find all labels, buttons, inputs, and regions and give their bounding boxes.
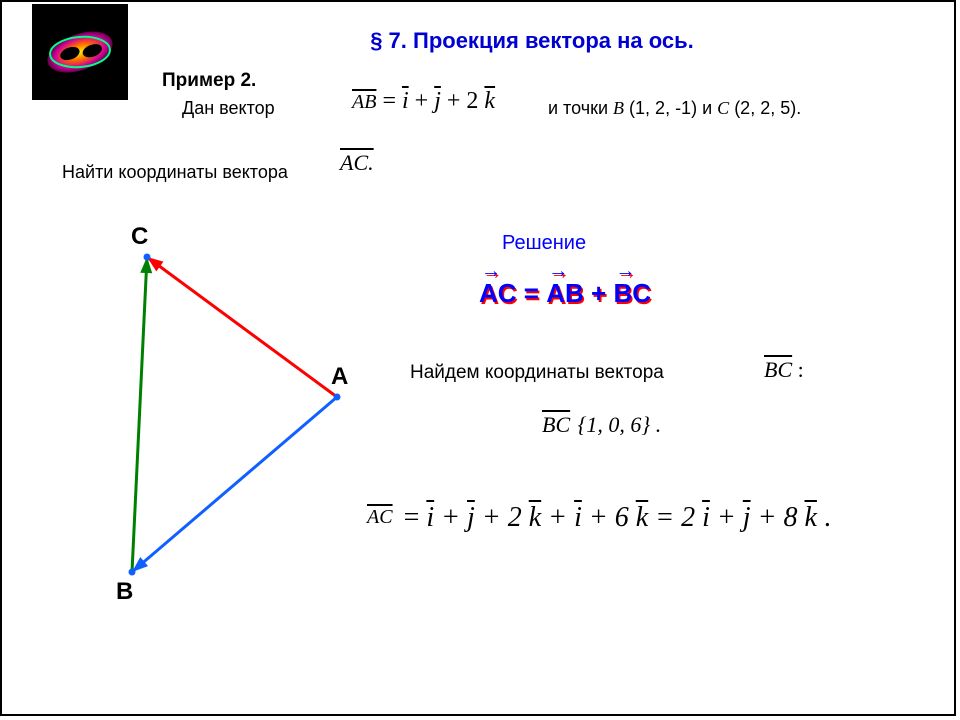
logo — [32, 4, 128, 100]
point-label-a: А — [331, 363, 348, 391]
find-coords-text: Найдем координаты вектора — [410, 362, 664, 384]
task-text: Найти координаты вектора — [62, 162, 288, 183]
diagram-svg — [92, 222, 372, 592]
ab-lhs: AB — [352, 91, 376, 113]
point-label-c: С — [131, 223, 148, 251]
vector-diagram: А В С — [92, 222, 372, 592]
task-vec-ac: AC. — [340, 150, 374, 176]
find-coords-vec: BC : — [764, 357, 804, 383]
page-title: § 7. Проекция вектора на ось. — [152, 28, 912, 54]
example-label: Пример 2. — [162, 70, 256, 92]
solution-header: Решение — [502, 232, 586, 255]
slide: § 7. Проекция вектора на ось. Пример 2. … — [0, 0, 956, 716]
bc-coords: BC {1, 0, 6} . — [542, 412, 661, 438]
points-text: и точки B (1, 2, -1) и C (2, 2, 5). — [548, 98, 801, 119]
vec-ab-formula: AB = i + j + 2 k — [352, 88, 495, 115]
point-label-b: В — [116, 578, 133, 606]
given-prefix: Дан вектор — [182, 98, 275, 118]
final-formula: AC = i + j + 2 k + i + 6 k = 2 i + j + 8… — [367, 502, 831, 534]
logo-swirl-icon — [35, 7, 125, 97]
main-equation: →AC = →AB + →BC →AC = →AB + →BC — [479, 278, 651, 309]
given-text: Дан вектор — [182, 98, 275, 119]
